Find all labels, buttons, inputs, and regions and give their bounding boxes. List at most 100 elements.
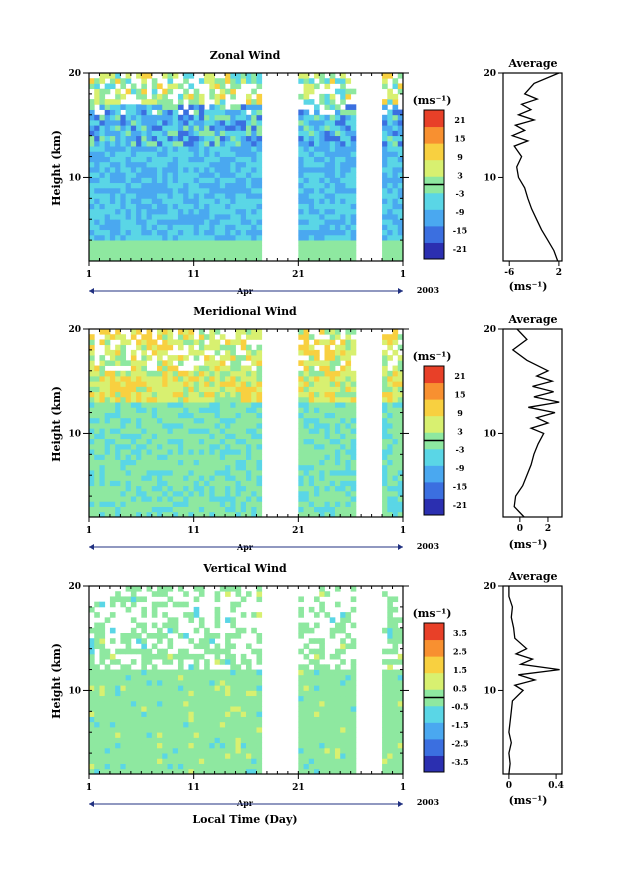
heatmap-cell — [382, 114, 388, 121]
heatmap-cell — [240, 653, 247, 660]
heatmap-cell — [350, 193, 357, 199]
heatmap-cell — [256, 365, 263, 372]
heatmap-cell — [230, 763, 236, 770]
heatmap-cell — [183, 78, 189, 84]
heatmap-cell — [146, 464, 153, 471]
heatmap-cell — [350, 255, 357, 262]
heatmap-cell — [172, 172, 179, 178]
heatmap-cell — [157, 443, 163, 450]
heatmap-cell — [177, 172, 184, 178]
heatmap-cell — [99, 182, 106, 189]
heatmap-cell — [256, 255, 263, 262]
heatmap-cell — [225, 344, 231, 351]
heatmap-cell — [204, 355, 210, 361]
heatmap-cell — [162, 114, 168, 121]
heatmap-cell — [109, 732, 116, 738]
heatmap-cell — [209, 203, 215, 210]
heatmap-cell — [240, 229, 247, 236]
heatmap-cell — [230, 711, 236, 717]
heatmap-cell — [382, 742, 388, 749]
heatmap-cell — [130, 172, 137, 178]
heatmap-cell — [214, 99, 221, 105]
heatmap-cell — [235, 83, 242, 90]
heatmap-cell — [314, 711, 320, 717]
heatmap-cell — [303, 622, 310, 629]
heatmap-cell — [329, 627, 336, 634]
heatmap-cell — [157, 229, 163, 236]
heatmap-cell — [251, 680, 257, 686]
heatmap-cell — [219, 172, 226, 178]
heatmap-cell — [340, 245, 346, 251]
heatmap-cell — [209, 229, 215, 236]
heatmap-cell — [392, 193, 399, 199]
heatmap-cell — [188, 664, 195, 670]
heatmap-cell — [188, 250, 195, 257]
heatmap-cell — [99, 396, 106, 403]
heatmap-cell — [94, 768, 100, 775]
heatmap-cell — [319, 485, 325, 492]
colorbar-tick-label: -0.5 — [451, 702, 468, 712]
heatmap-cell — [130, 83, 137, 90]
heatmap-cell — [188, 234, 195, 241]
heatmap-cell — [209, 496, 215, 502]
colorbar-swatch — [424, 399, 444, 417]
heatmap-cell — [89, 130, 95, 137]
heatmap-cell — [183, 250, 189, 257]
heatmap-cell — [177, 480, 184, 487]
heatmap-cell — [387, 402, 393, 408]
heatmap-cell — [120, 753, 127, 759]
heatmap-cell — [146, 334, 153, 340]
heatmap-cell — [130, 732, 137, 738]
heatmap-cell — [151, 501, 158, 507]
heatmap-cell — [120, 370, 127, 377]
heatmap-cell — [246, 680, 252, 686]
heatmap-cell — [89, 83, 95, 90]
heatmap-cell — [314, 214, 320, 220]
heatmap-cell — [230, 485, 236, 492]
heatmap-cell — [136, 763, 142, 770]
colorbar-swatch — [424, 382, 444, 400]
heatmap-cell — [329, 114, 336, 121]
heatmap-cell — [225, 653, 231, 660]
heatmap-cell — [94, 187, 100, 194]
heatmap-cell — [162, 716, 168, 723]
heatmap-cell — [130, 659, 137, 665]
heatmap-cell — [136, 685, 142, 691]
heatmap-cell — [235, 198, 242, 204]
heatmap-cell — [99, 480, 106, 487]
heatmap-cell — [251, 627, 257, 634]
heatmap-cell — [167, 125, 174, 131]
heatmap-cell — [188, 167, 195, 173]
heatmap-cell — [109, 203, 116, 210]
heatmap-cell — [125, 648, 132, 655]
heatmap-cell — [193, 496, 200, 502]
heatmap-cell — [219, 234, 226, 241]
heatmap-cell — [240, 146, 247, 152]
heatmap-cell — [130, 511, 137, 518]
heatmap-cell — [146, 695, 153, 702]
heatmap-cell — [214, 700, 221, 707]
heatmap-cell — [314, 355, 320, 361]
heatmap-cell — [188, 695, 195, 702]
heatmap-cell — [115, 706, 121, 712]
heatmap-cell — [130, 360, 137, 366]
heatmap-cell — [340, 622, 346, 629]
heatmap-cell — [146, 381, 153, 387]
heatmap-cell — [109, 459, 116, 466]
heatmap-cell — [109, 638, 116, 644]
heatmap-cell — [329, 146, 336, 152]
heatmap-cell — [209, 669, 215, 676]
heatmap-cell — [177, 130, 184, 137]
heatmap-cell — [177, 203, 184, 210]
heatmap-cell — [130, 438, 137, 445]
heatmap-cell — [298, 732, 304, 738]
heatmap-cell — [387, 73, 393, 79]
heatmap-cell — [345, 737, 352, 744]
heatmap-cell — [219, 396, 226, 403]
heatmap-cell — [308, 182, 315, 189]
heatmap-cell — [183, 506, 189, 513]
heatmap-cell — [246, 349, 252, 356]
heatmap-cell — [235, 763, 242, 770]
heatmap-cell — [340, 711, 346, 717]
heatmap-cell — [303, 454, 310, 460]
